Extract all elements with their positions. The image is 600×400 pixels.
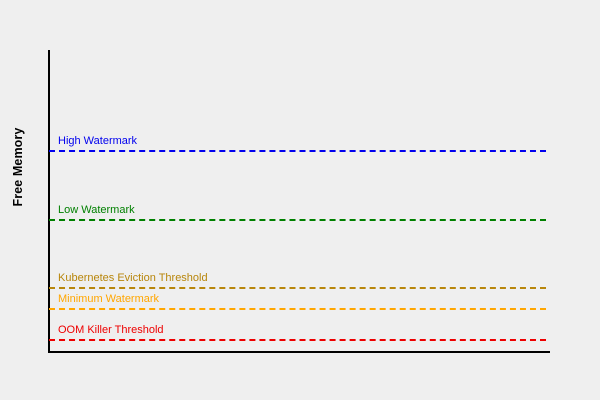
kubernetes-eviction-rule xyxy=(49,287,546,289)
oom-killer-label: OOM Killer Threshold xyxy=(58,324,164,336)
high-watermark-rule xyxy=(49,150,546,152)
y-axis-title: Free Memory xyxy=(11,127,25,207)
oom-killer-rule xyxy=(49,339,546,341)
high-watermark-label: High Watermark xyxy=(58,135,138,147)
minimum-watermark-label: Minimum Watermark xyxy=(58,293,160,305)
minimum-watermark-rule xyxy=(49,308,546,310)
kubernetes-eviction-label: Kubernetes Eviction Threshold xyxy=(58,272,208,284)
y-axis-line xyxy=(48,50,50,353)
low-watermark-label: Low Watermark xyxy=(58,204,135,216)
low-watermark-rule xyxy=(49,219,546,221)
x-axis-line xyxy=(48,351,550,353)
